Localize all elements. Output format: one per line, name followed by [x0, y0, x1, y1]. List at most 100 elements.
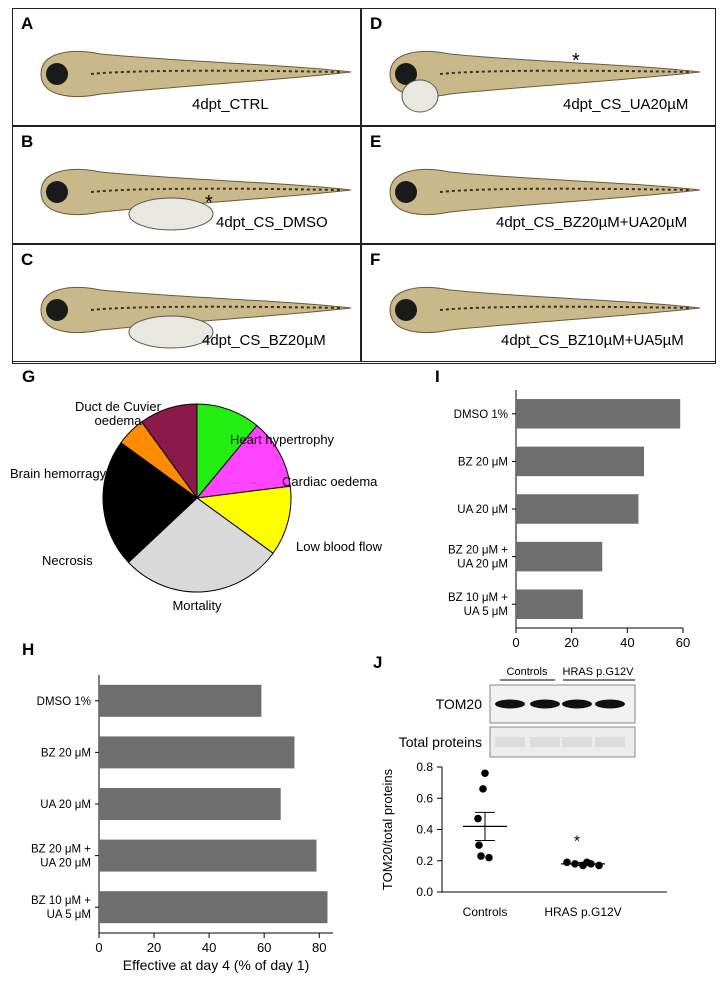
pie-label: Brain hemorragy	[10, 466, 107, 481]
panel-j-label: J	[373, 653, 383, 672]
x-tick-label: 0	[512, 635, 519, 650]
zebrafish-embryo-image	[40, 51, 352, 97]
panel-letter: F	[370, 250, 381, 269]
significance-star: *	[205, 192, 213, 214]
bar	[99, 788, 281, 820]
category-label: UA 20 μM	[457, 559, 508, 571]
zebrafish-embryo-image	[40, 169, 352, 231]
zebrafish-embryo-image	[389, 51, 701, 113]
blot-band	[530, 699, 560, 709]
pie-label: Necrosis	[42, 553, 93, 568]
x-axis-label: Effective at day 4 (% of day 1)	[123, 957, 310, 973]
blot-row-label: TOM20	[436, 696, 483, 712]
y-tick-label: 0.8	[416, 760, 433, 774]
embryo-panel-b: B	[12, 126, 361, 244]
pie-slice	[141, 403, 198, 500]
blot-lane	[562, 737, 592, 747]
panel-letter: C	[21, 250, 34, 269]
embryo-panel-d: D	[361, 8, 716, 126]
pie-label: Duct de Cuvier	[75, 399, 162, 414]
y-tick-label: 0.0	[416, 885, 433, 899]
embryo-notochord	[439, 305, 691, 311]
bar	[99, 891, 328, 924]
x-tick-label: 80	[312, 940, 326, 955]
bar-chart-h: DMSO 1% BZ 20 μM UA 20 μM BZ 20 μM + UA 20 μ…	[31, 675, 333, 973]
category-label: BZ 20 μM +	[31, 844, 91, 856]
embryo-panel-c: C	[12, 244, 361, 362]
embryo-eye	[395, 63, 417, 85]
category-label: BZ 20 μM +	[448, 545, 508, 557]
data-point	[595, 861, 603, 870]
blot-band	[595, 699, 625, 709]
panel-caption: 4dpt_CS_BZ20µM	[202, 332, 326, 349]
blot-row-label: Total proteins	[399, 734, 482, 750]
pie-slice	[102, 442, 198, 564]
x-category-label: Controls	[463, 905, 508, 919]
panel-letter: E	[370, 132, 382, 151]
panel-caption: 4dpt_CS_BZ10µM+UA5µM	[501, 332, 684, 349]
x-category-label: HRAS p.G12V	[544, 905, 621, 919]
pie-slice	[195, 424, 291, 499]
bar-chart-i: DMSO 1% BZ 20 μM UA 20 μM BZ 20 μM + UA 20 μ…	[448, 390, 690, 650]
bar	[516, 541, 603, 572]
category-label: BZ 10 μM +	[448, 592, 508, 604]
embryo-panel-a: A	[12, 8, 361, 126]
panel-h-label: H	[22, 640, 35, 659]
category-label: UA 20 μM	[457, 504, 508, 516]
data-point	[571, 860, 579, 868]
zebrafish-embryo-image	[389, 287, 701, 333]
blot-lane	[595, 737, 625, 747]
x-tick-label: 40	[202, 940, 216, 955]
data-point	[474, 814, 482, 823]
panel-i-label: I	[435, 367, 440, 386]
pie-slice	[195, 485, 292, 554]
blot-band	[562, 699, 592, 709]
embryo-eye	[46, 299, 68, 321]
panel-letter: B	[21, 132, 34, 151]
panel-letter: D	[370, 14, 383, 33]
embryo-eye	[395, 181, 417, 203]
x-tick-label: 20	[564, 635, 578, 650]
data-point	[475, 841, 483, 849]
zebrafish-embryo-image	[389, 169, 701, 215]
significance-star: *	[574, 834, 580, 851]
pie-slice	[196, 403, 258, 500]
bar	[99, 736, 295, 769]
data-point	[481, 769, 489, 778]
embryo-panel-f: F	[361, 244, 716, 362]
oedema-region	[128, 197, 214, 231]
embryo-eye	[46, 63, 68, 85]
data-point	[485, 853, 493, 862]
embryo-body	[389, 51, 701, 97]
embryo-eye	[46, 181, 68, 203]
embryo-notochord	[90, 69, 342, 75]
panel-caption: 4dpt_CS_BZ20µM+UA20µM	[496, 214, 688, 231]
bar	[516, 446, 645, 477]
pie-slice	[127, 497, 274, 593]
embryo-notochord	[90, 187, 342, 193]
scatter-chart-j: Controls HRAS p.G12V TOM20 Total proteins 0.…	[380, 666, 667, 919]
pie-label: Heart hypertrophy	[230, 432, 335, 447]
panel-letter: A	[21, 14, 34, 33]
bar	[516, 399, 681, 429]
category-label: BZ 20 μM	[41, 747, 91, 759]
y-tick-label: 0.6	[416, 791, 433, 805]
category-label: UA 20 μM	[40, 799, 91, 811]
data-point	[477, 852, 485, 860]
pie-label: Mortality	[172, 598, 222, 613]
zebrafish-embryo-image	[40, 287, 352, 349]
blot-lane	[495, 737, 525, 747]
oedema-region	[401, 79, 439, 113]
x-tick-label: 60	[257, 940, 271, 955]
embryo-notochord	[439, 187, 691, 193]
x-tick-label: 0	[95, 940, 102, 955]
blot-band	[495, 699, 525, 709]
blot-lane	[530, 737, 560, 747]
blot-group-label: Controls	[507, 666, 548, 678]
embryo-notochord	[439, 69, 691, 75]
embryo-body	[389, 169, 701, 215]
category-label: BZ 10 μM +	[31, 895, 91, 907]
embryo-panel-e: E	[361, 126, 716, 244]
pie-label: Cardiac oedema	[282, 474, 378, 489]
panel-caption: 4dpt_CS_UA20µM	[563, 96, 689, 113]
